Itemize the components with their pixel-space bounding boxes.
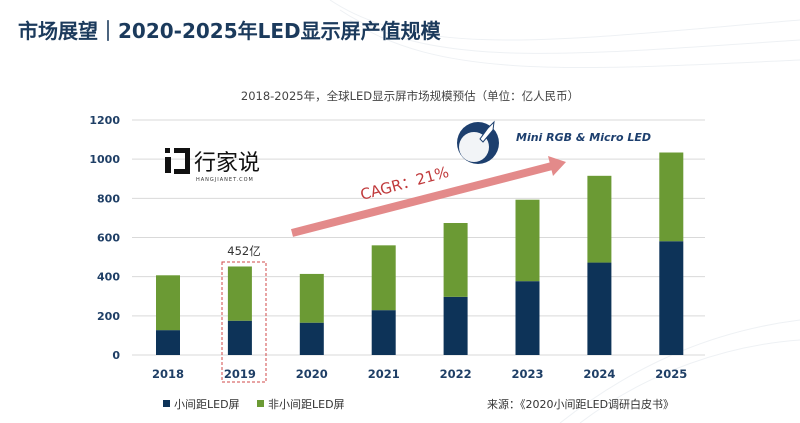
legend-swatch-non-small-pitch — [257, 400, 264, 407]
background-waves — [329, 0, 800, 423]
bars — [156, 152, 684, 355]
legend-swatch-small-pitch — [163, 400, 170, 407]
bar-non-small-pitch-2018 — [156, 275, 180, 331]
y-tick-label: 800 — [97, 192, 120, 205]
x-tick-label: 2022 — [440, 367, 472, 381]
x-axis: 2018 2019 2020 2021 2022 2023 2024 2025 — [152, 367, 687, 381]
legend: 小间距LED屏 非小间距LED屏 — [163, 398, 345, 411]
y-tick-label: 400 — [97, 271, 120, 284]
x-tick-label: 2024 — [583, 367, 615, 381]
bar-small-pitch-2023 — [515, 281, 540, 355]
bar-small-pitch-2025 — [659, 241, 684, 355]
y-tick-label: 600 — [97, 232, 120, 245]
x-tick-label: 2020 — [296, 367, 328, 381]
chart-title: 2018-2025年，全球LED显示屏市场规模预估（单位：亿人民币） — [241, 89, 579, 103]
bar-small-pitch-2019 — [227, 320, 252, 355]
legend-label-small-pitch: 小间距LED屏 — [174, 398, 240, 411]
x-tick-label: 2023 — [511, 367, 543, 381]
bar-small-pitch-2018 — [156, 330, 180, 355]
rocket-globe-icon — [457, 120, 499, 164]
highlight-label: 452亿 — [227, 244, 260, 258]
bar-non-small-pitch-2024 — [587, 175, 612, 263]
bar-non-small-pitch-2022 — [443, 223, 468, 297]
logo: 行家说 HANGJIANET.COM — [165, 148, 260, 183]
bar-small-pitch-2021 — [371, 310, 396, 355]
page-title: 市场展望｜2020-2025年LED显示屏产值规模 — [18, 19, 442, 43]
logo-text: 行家说 — [194, 151, 260, 176]
logo-subtext: HANGJIANET.COM — [196, 177, 254, 183]
cagr-arrow — [291, 156, 566, 237]
y-tick-label: 1000 — [89, 153, 120, 166]
x-tick-label: 2025 — [655, 367, 687, 381]
bar-non-small-pitch-2021 — [371, 245, 396, 311]
x-tick-label: 2021 — [368, 367, 400, 381]
x-tick-label: 2019 — [224, 367, 256, 381]
y-axis: 0 200 400 600 800 1000 1200 — [89, 114, 120, 362]
legend-label-non-small-pitch: 非小间距LED屏 — [268, 398, 345, 411]
y-tick-label: 0 — [112, 349, 120, 362]
bar-non-small-pitch-2023 — [515, 199, 540, 282]
bar-small-pitch-2024 — [587, 262, 612, 355]
highlight-box — [221, 261, 267, 383]
x-tick-label: 2018 — [152, 367, 184, 381]
y-tick-label: 200 — [97, 310, 120, 323]
badge-text: Mini RGB & Micro LED — [516, 131, 651, 144]
bar-small-pitch-2020 — [299, 322, 324, 355]
bar-non-small-pitch-2020 — [299, 273, 324, 323]
bar-small-pitch-2022 — [443, 296, 468, 355]
bar-non-small-pitch-2019 — [227, 266, 252, 321]
bar-non-small-pitch-2025 — [659, 152, 684, 242]
source-note: 来源：《2020小间距LED调研白皮书》 — [487, 397, 674, 411]
y-tick-label: 1200 — [89, 114, 120, 127]
